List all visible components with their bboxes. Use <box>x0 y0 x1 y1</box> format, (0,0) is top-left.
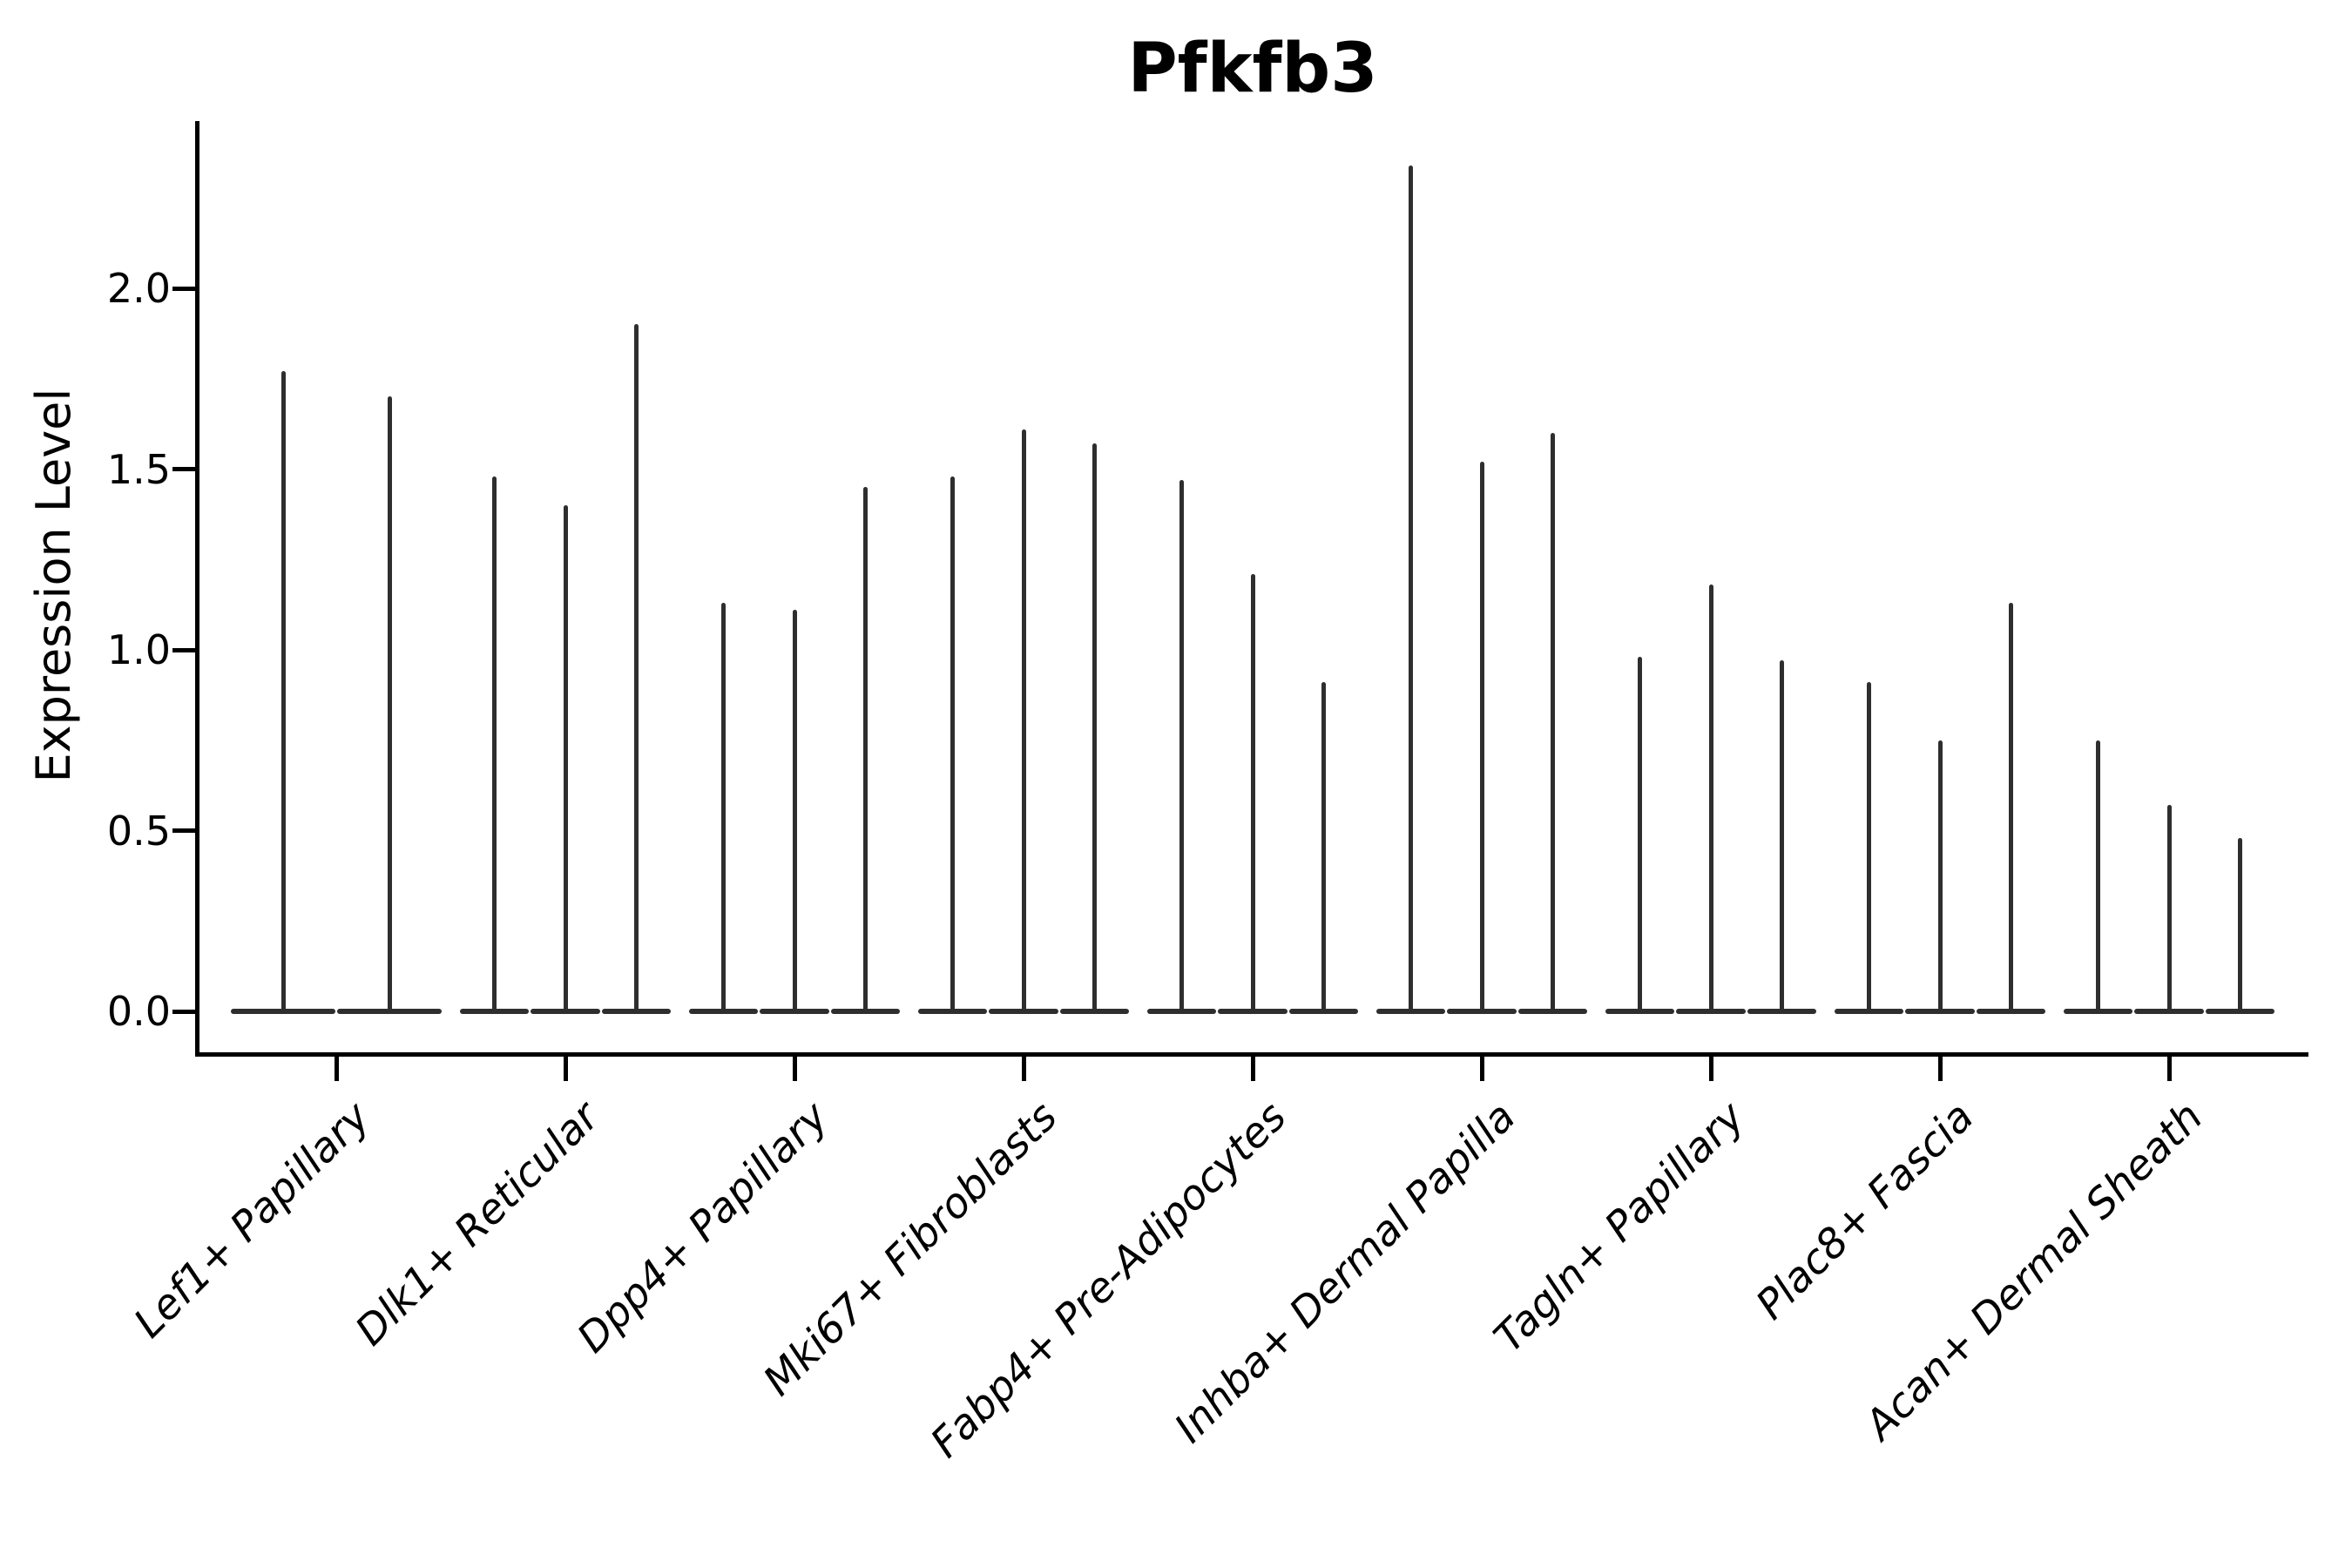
chart-title: Pfkfb3 <box>1127 30 1378 108</box>
violin-spike <box>1179 480 1185 1014</box>
violin-spike <box>1937 740 1943 1014</box>
y-tick-mark <box>172 286 196 291</box>
y-tick-label: 2.0 <box>106 265 171 312</box>
violin-spike <box>1867 682 1872 1014</box>
x-tick-mark <box>1479 1057 1484 1081</box>
x-tick-mark <box>1708 1057 1713 1081</box>
violin-spike <box>633 324 639 1014</box>
y-axis-line <box>195 121 199 1057</box>
violin-spike <box>862 487 868 1014</box>
y-tick-label: 0.0 <box>106 988 171 1035</box>
violin-spike <box>387 396 392 1014</box>
violin-spike <box>792 610 797 1014</box>
y-tick-label: 1.0 <box>106 626 171 673</box>
x-tick-mark <box>1250 1057 1255 1081</box>
violin-spike <box>1092 443 1097 1014</box>
x-tick-mark <box>1021 1057 1026 1081</box>
x-axis-line <box>195 1052 2308 1057</box>
y-tick-label: 0.5 <box>106 807 171 855</box>
y-tick-label: 1.5 <box>106 445 171 493</box>
violin-spike <box>1638 657 1643 1014</box>
violin-spike <box>950 476 956 1014</box>
violin-spike <box>2096 740 2101 1014</box>
violin-spike <box>1321 682 1326 1014</box>
violin-spike <box>1779 660 1784 1014</box>
violin-spike <box>2166 805 2172 1014</box>
y-tick-mark <box>172 1009 196 1014</box>
x-tick-label: Acan+ Dermal Sheath <box>1855 1093 2352 1450</box>
violin-spike <box>280 371 286 1014</box>
x-tick-mark <box>2166 1057 2172 1081</box>
y-tick-mark <box>172 647 196 652</box>
violin-spike <box>1708 585 1713 1014</box>
x-tick-mark <box>792 1057 797 1081</box>
violin-spike <box>2008 603 2013 1014</box>
x-tick-mark <box>563 1057 568 1081</box>
violin-spike <box>721 603 727 1014</box>
x-tick-mark <box>1937 1057 1943 1081</box>
violin-spike <box>2237 838 2242 1014</box>
violin-spike <box>1250 574 1255 1014</box>
x-tick-label-text: Lef1+ Papillary <box>125 1092 380 1348</box>
y-tick-mark <box>172 467 196 471</box>
violin-spike <box>1479 462 1484 1014</box>
violin-spike <box>1409 166 1414 1014</box>
violin-spike <box>563 505 568 1014</box>
x-tick-mark <box>334 1057 339 1081</box>
violin-spike <box>492 476 497 1014</box>
y-tick-mark <box>172 828 196 833</box>
violin-spike <box>1021 429 1026 1014</box>
violin-spike <box>1550 433 1555 1014</box>
